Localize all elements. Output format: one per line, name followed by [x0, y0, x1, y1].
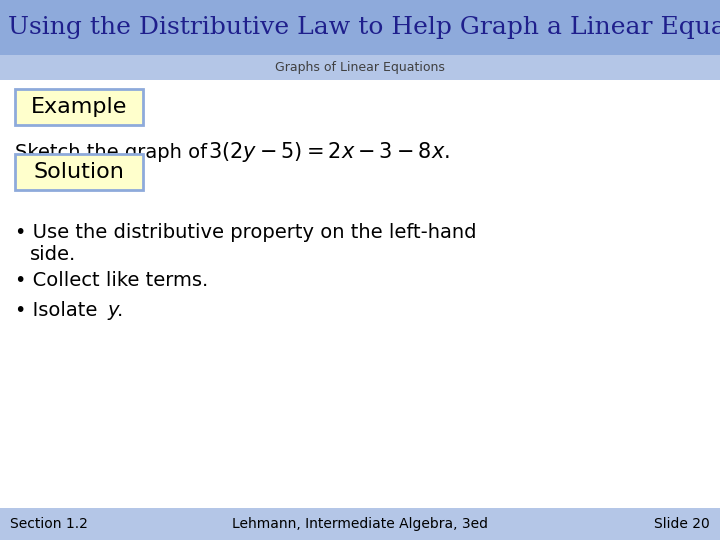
Text: Graphs of Linear Equations: Graphs of Linear Equations — [275, 61, 445, 74]
Text: Using the Distributive Law to Help Graph a Linear Equation: Using the Distributive Law to Help Graph… — [8, 16, 720, 39]
Text: y: y — [107, 300, 119, 320]
FancyBboxPatch shape — [15, 154, 143, 190]
Text: $3(2y-5) = 2x-3-8x.$: $3(2y-5) = 2x-3-8x.$ — [208, 140, 450, 164]
Bar — [0, 55, 720, 80]
FancyBboxPatch shape — [15, 89, 143, 125]
Text: Slide 20: Slide 20 — [654, 517, 710, 531]
Text: • Collect like terms.: • Collect like terms. — [15, 271, 208, 289]
Text: .: . — [117, 300, 123, 320]
Text: Example: Example — [31, 97, 127, 117]
Bar — [0, 0, 720, 55]
Text: Solution: Solution — [34, 162, 125, 182]
Text: • Isolate: • Isolate — [15, 300, 104, 320]
Bar — [0, 508, 720, 540]
Text: Lehmann, Intermediate Algebra, 3ed: Lehmann, Intermediate Algebra, 3ed — [232, 517, 488, 531]
Text: side.: side. — [30, 245, 76, 264]
Text: • Use the distributive property on the left-hand: • Use the distributive property on the l… — [15, 222, 477, 241]
Text: Sketch the graph of: Sketch the graph of — [15, 143, 220, 161]
Text: Section 1.2: Section 1.2 — [10, 517, 88, 531]
